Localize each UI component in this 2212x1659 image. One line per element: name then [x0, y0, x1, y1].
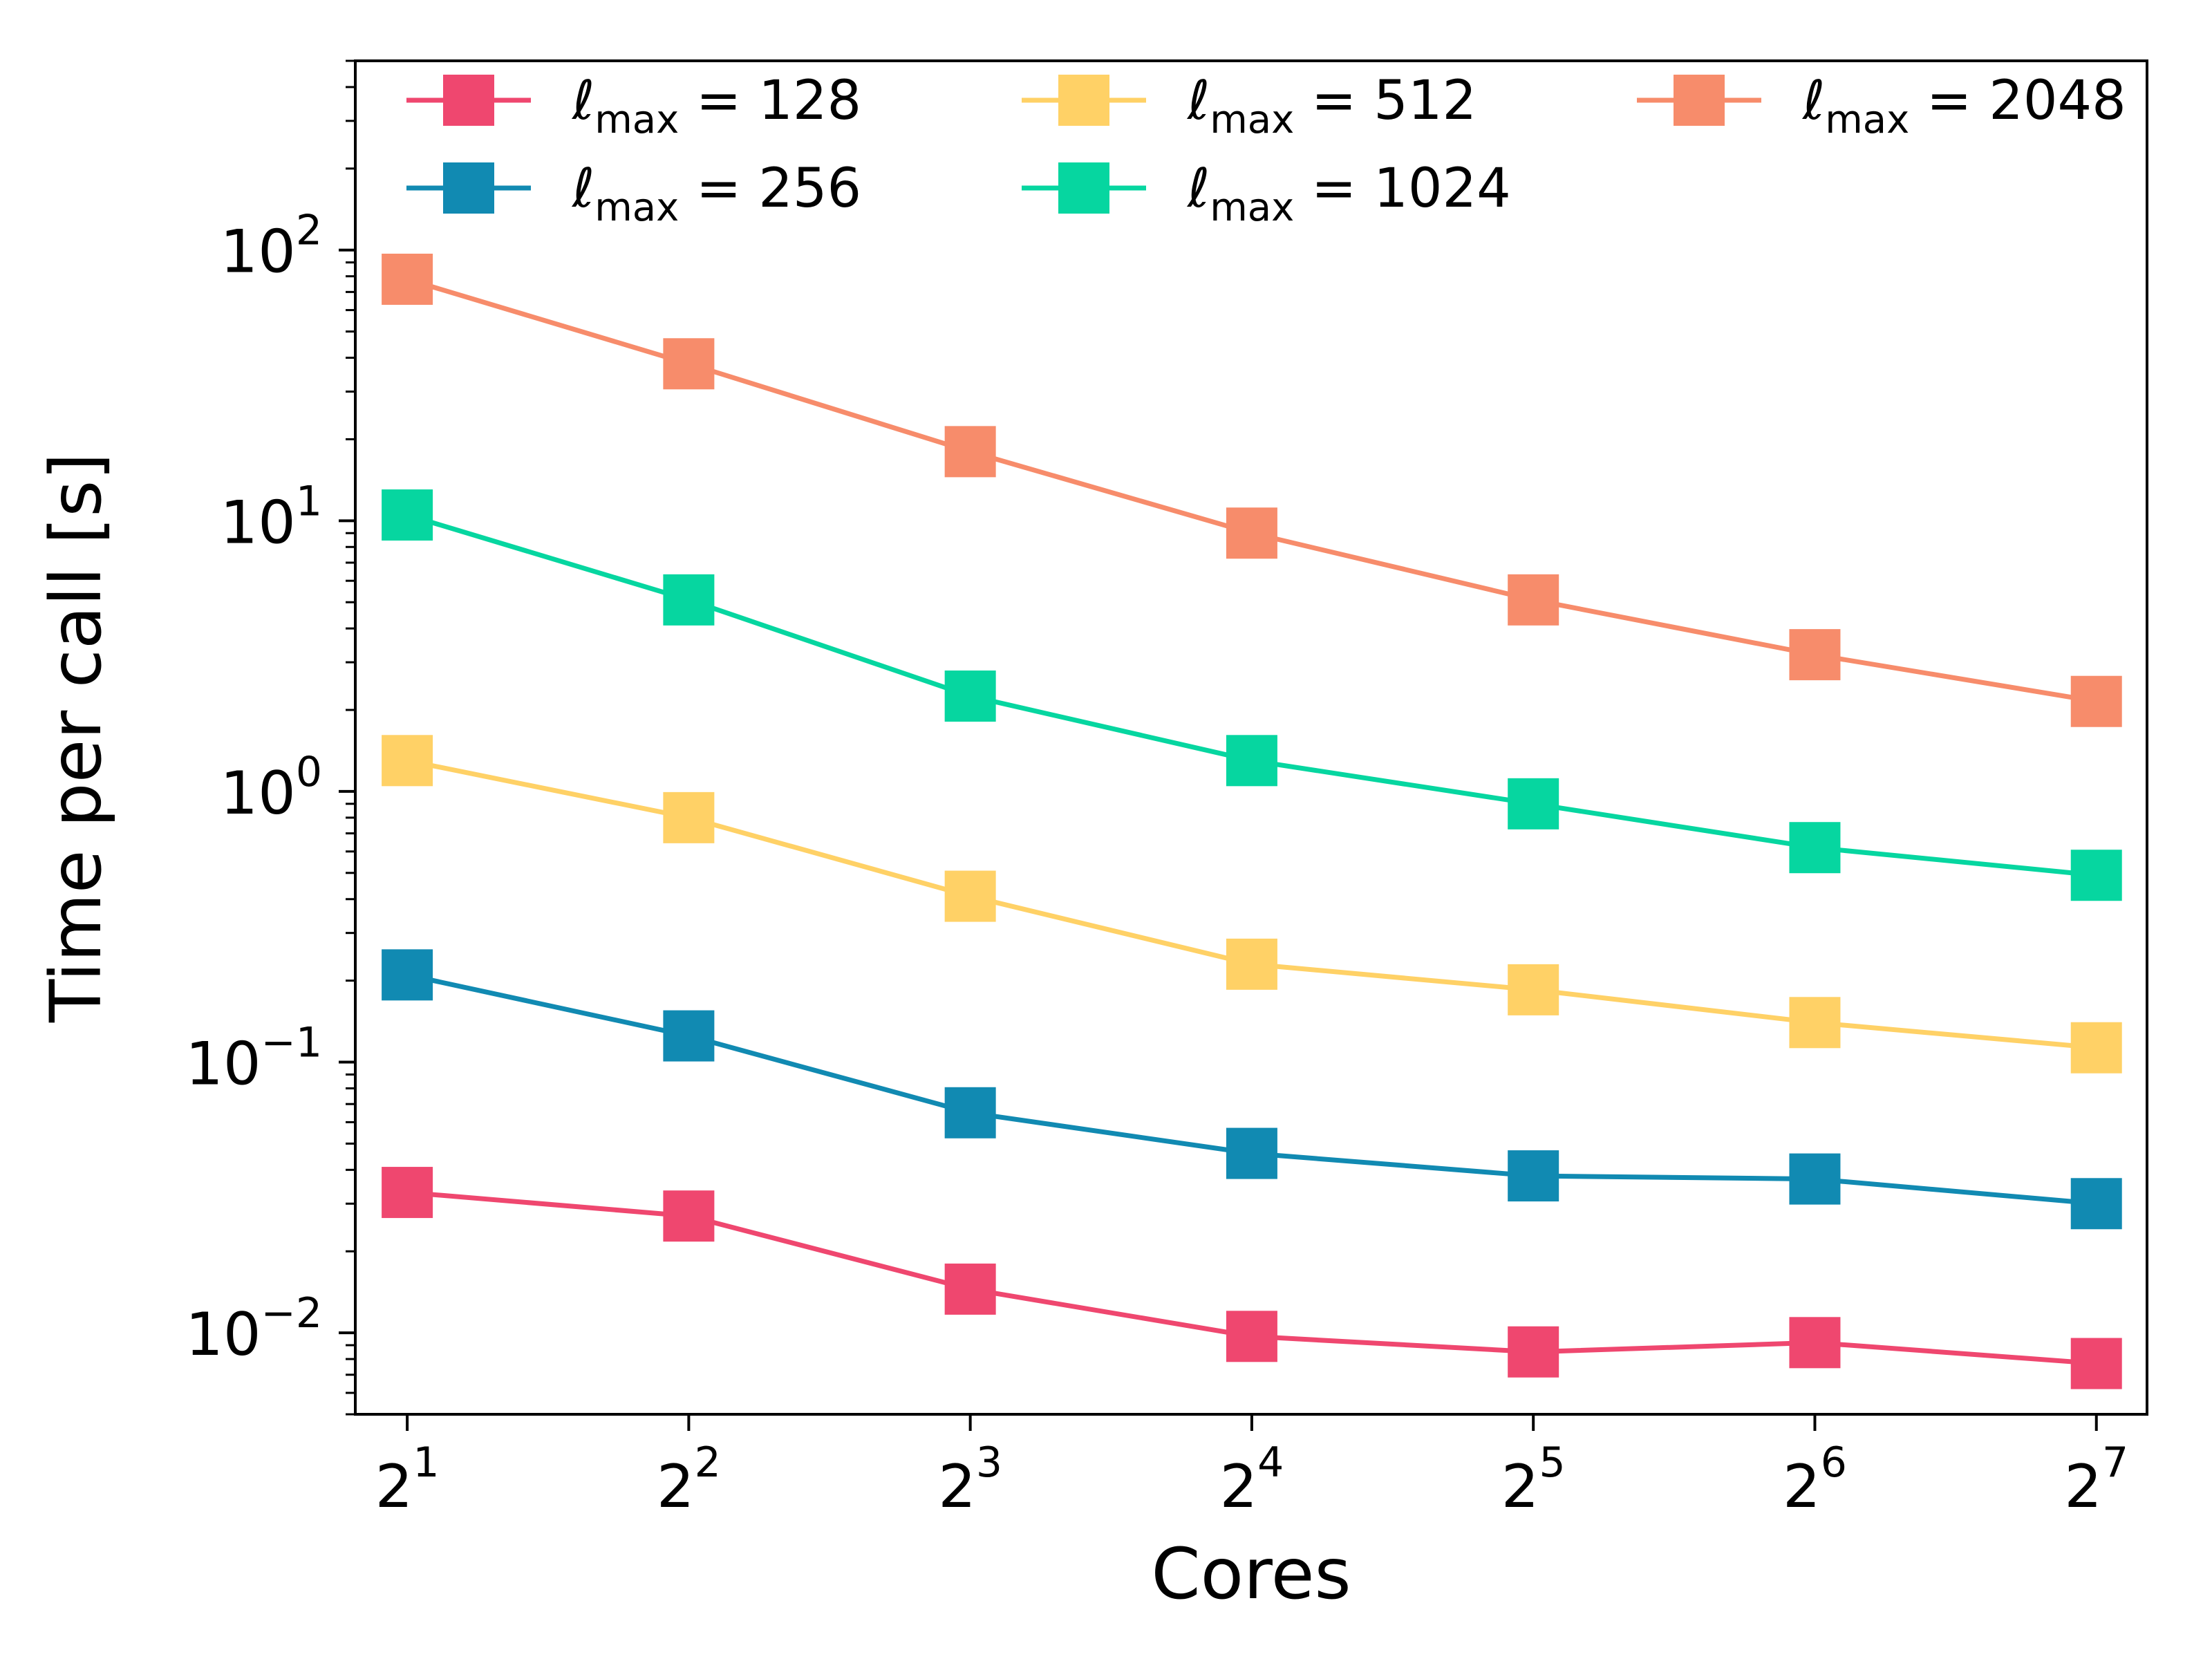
data-point	[1226, 507, 1277, 559]
series-1	[382, 949, 2122, 1230]
legend-label: ℓmax = 256	[571, 158, 861, 230]
legend-item: ℓmax = 512	[1022, 70, 1477, 142]
data-point	[1226, 735, 1277, 787]
data-point	[1508, 1150, 1559, 1202]
data-point	[944, 671, 996, 722]
y-axis: 10−2 10−1 100 101 102	[185, 59, 355, 1416]
data-point	[1508, 574, 1559, 626]
data-point	[382, 489, 433, 541]
series-2	[382, 735, 2122, 1074]
data-point	[382, 253, 433, 305]
legend-label: ℓmax = 512	[1186, 70, 1477, 142]
data-point	[663, 574, 715, 626]
y-tick-label: 100	[220, 748, 322, 828]
x-tick-label: 23	[938, 1438, 1002, 1521]
y-tick-label: 101	[220, 477, 322, 557]
legend-marker	[1058, 162, 1109, 214]
legend-item: ℓmax = 1024	[1022, 158, 1511, 230]
data-point	[2070, 850, 2122, 901]
data-point	[1508, 1326, 1559, 1378]
legend-item: ℓmax = 128	[406, 70, 861, 142]
data-point	[1789, 629, 1841, 681]
x-tick-label: 24	[1219, 1438, 1284, 1521]
data-point	[1226, 1311, 1277, 1362]
legend-marker	[443, 75, 494, 126]
y-tick-label: 10−1	[185, 1019, 322, 1099]
data-point	[1789, 1317, 1841, 1369]
legend-label: ℓmax = 2048	[1801, 70, 2126, 142]
data-point	[382, 735, 433, 787]
legend-item: ℓmax = 2048	[1637, 70, 2126, 142]
data-point	[1226, 1127, 1277, 1179]
x-axis: 21 22 23 24 25 26 27	[375, 1414, 2128, 1521]
data-point	[1789, 822, 1841, 874]
legend-label: ℓmax = 1024	[1186, 158, 1511, 230]
data-point	[944, 870, 996, 922]
data-point	[1226, 938, 1277, 990]
legend-item: ℓmax = 256	[406, 158, 861, 230]
series-3	[382, 489, 2122, 901]
legend-marker	[443, 162, 494, 214]
y-axis-title: Time per call [s]	[35, 453, 118, 1023]
x-tick-label: 22	[657, 1438, 721, 1521]
y-tick-label: 10−2	[185, 1289, 322, 1369]
data-point	[1508, 964, 1559, 1015]
plot-frame	[354, 59, 2148, 1416]
series-4	[382, 253, 2122, 727]
data-point	[2070, 675, 2122, 727]
data-point	[382, 949, 433, 1001]
data-point	[663, 1190, 715, 1242]
data-point	[944, 426, 996, 478]
data-point	[2070, 1178, 2122, 1230]
series-0	[382, 1167, 2122, 1389]
x-tick-label: 25	[1501, 1438, 1566, 1521]
legend-marker	[1058, 75, 1109, 126]
data-point	[1789, 1153, 1841, 1205]
legend-marker	[1674, 75, 1725, 126]
legend: ℓmax = 128 ℓmax = 256 ℓmax = 512 ℓmax = 102…	[406, 70, 2126, 230]
data-point	[382, 1167, 433, 1219]
legend-label: ℓmax = 128	[571, 70, 861, 142]
series-layer	[382, 253, 2122, 1389]
data-point	[663, 338, 715, 390]
x-axis-title: Cores	[1151, 1533, 1351, 1615]
data-point	[944, 1263, 996, 1315]
data-point	[2070, 1022, 2122, 1074]
data-point	[2070, 1338, 2122, 1389]
data-point	[944, 1087, 996, 1138]
data-point	[1789, 997, 1841, 1049]
x-tick-label: 21	[375, 1438, 440, 1521]
y-tick-label: 102	[220, 207, 322, 287]
x-tick-label: 26	[1783, 1438, 1847, 1521]
x-tick-label: 27	[2064, 1438, 2128, 1521]
data-point	[663, 1010, 715, 1062]
data-point	[663, 791, 715, 843]
data-point	[1508, 778, 1559, 830]
